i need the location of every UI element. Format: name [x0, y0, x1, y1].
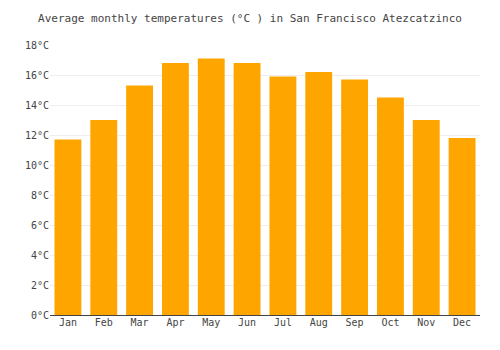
svg-text:Jan: Jan: [59, 317, 77, 328]
svg-text:Oct: Oct: [381, 317, 399, 328]
svg-text:16°C: 16°C: [25, 70, 49, 81]
svg-text:May: May: [202, 317, 220, 328]
svg-text:Apr: Apr: [166, 317, 184, 328]
svg-text:4°C: 4°C: [31, 250, 49, 261]
svg-text:14°C: 14°C: [25, 100, 49, 111]
svg-text:8°C: 8°C: [31, 190, 49, 201]
svg-text:Jun: Jun: [238, 317, 256, 328]
svg-text:Average monthly temperatures (: Average monthly temperatures (°C ) in Sa…: [38, 12, 462, 25]
svg-text:2°C: 2°C: [31, 280, 49, 291]
svg-text:10°C: 10°C: [25, 160, 49, 171]
svg-text:Aug: Aug: [310, 317, 328, 328]
svg-text:Feb: Feb: [95, 317, 113, 328]
svg-text:Jul: Jul: [274, 317, 292, 328]
svg-text:Nov: Nov: [417, 317, 435, 328]
svg-text:Mar: Mar: [131, 317, 149, 328]
svg-text:Dec: Dec: [453, 317, 471, 328]
svg-text:18°C: 18°C: [25, 40, 49, 51]
svg-text:6°C: 6°C: [31, 220, 49, 231]
svg-text:0°C: 0°C: [31, 310, 49, 321]
svg-text:Sep: Sep: [346, 317, 364, 328]
svg-text:12°C: 12°C: [25, 130, 49, 141]
